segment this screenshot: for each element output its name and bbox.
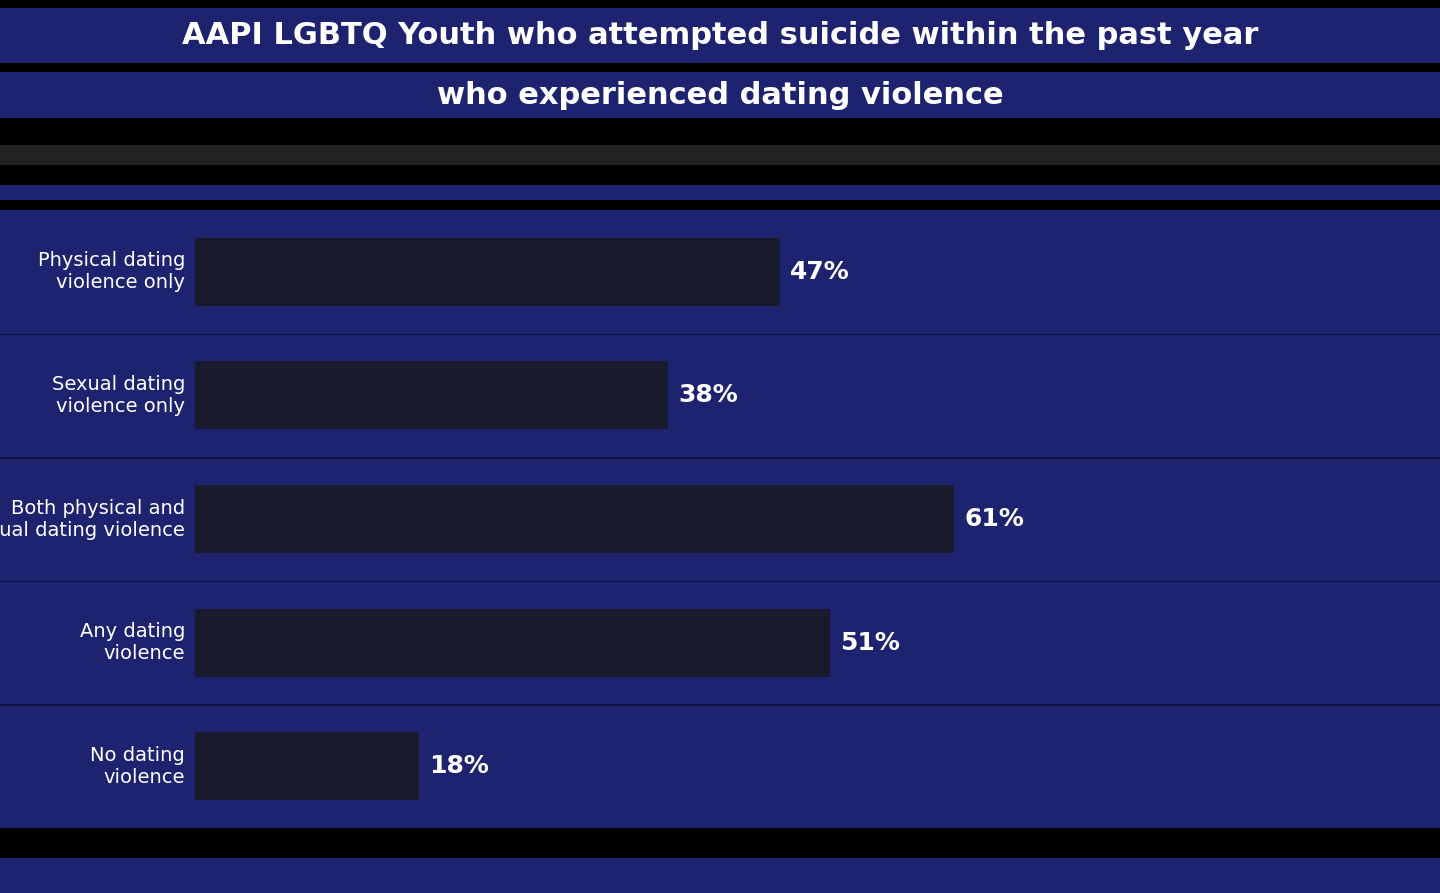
Text: 51%: 51% [840, 630, 900, 655]
Text: AAPI LGBTQ Youth who attempted suicide within the past year: AAPI LGBTQ Youth who attempted suicide w… [181, 21, 1259, 50]
Bar [194, 732, 419, 800]
Bar [194, 238, 780, 305]
Text: Physical dating
violence only: Physical dating violence only [37, 251, 184, 292]
Text: No dating
violence: No dating violence [91, 746, 184, 787]
Bar [194, 609, 829, 677]
Text: Any dating
violence: Any dating violence [79, 622, 184, 663]
Bar [0, 145, 1440, 165]
Bar [0, 72, 1440, 118]
Text: Sexual dating
violence only: Sexual dating violence only [52, 375, 184, 416]
Bar [0, 210, 1440, 828]
Text: 18%: 18% [429, 755, 490, 778]
Bar [194, 485, 955, 553]
Bar [0, 828, 1440, 858]
Text: Both physical and
sexual dating violence: Both physical and sexual dating violence [0, 498, 184, 539]
Bar [0, 457, 1440, 459]
Bar [0, 858, 1440, 893]
Bar [194, 362, 668, 430]
Bar [0, 8, 1440, 63]
Bar [0, 0, 1440, 8]
Bar [0, 165, 1440, 185]
Bar [0, 580, 1440, 582]
Text: 38%: 38% [678, 383, 737, 407]
Bar [0, 118, 1440, 145]
Bar [0, 200, 1440, 210]
Bar [0, 185, 1440, 200]
Bar [0, 63, 1440, 72]
Text: 61%: 61% [965, 507, 1024, 531]
Bar [0, 334, 1440, 335]
Text: 47%: 47% [791, 260, 850, 284]
Text: who experienced dating violence: who experienced dating violence [436, 80, 1004, 110]
